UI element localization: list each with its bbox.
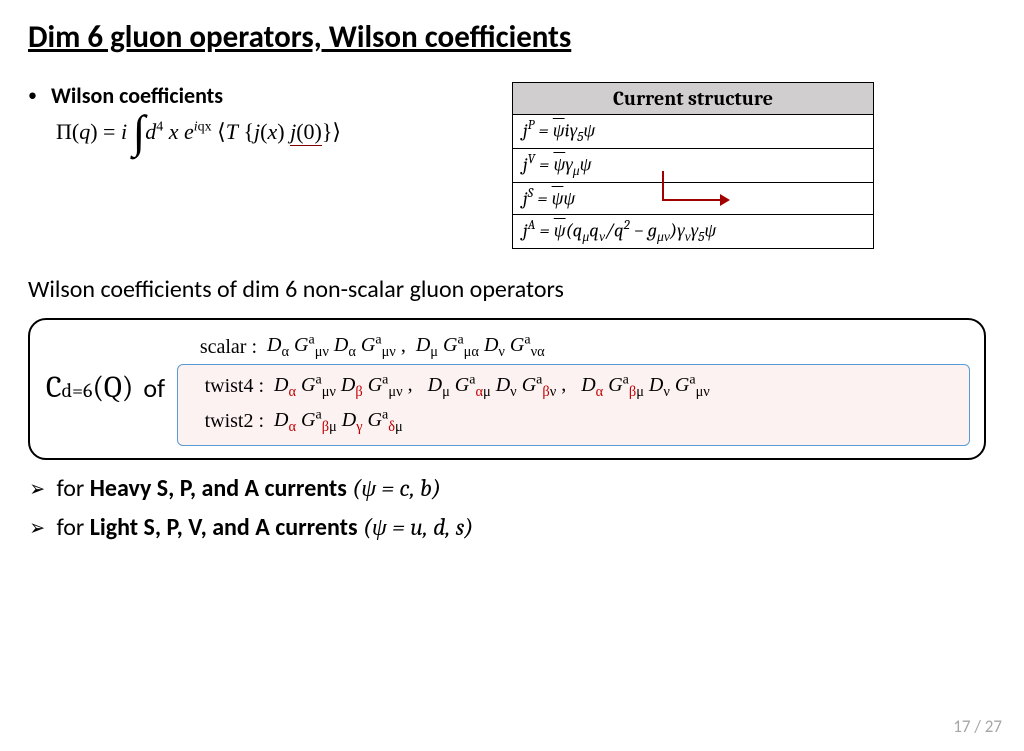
pointer-arrow-icon [662, 171, 732, 211]
scalar-ops-line: scalar : Dα Gaμν Dα Gaμν , Dμ Gaμα Dν Ga… [177, 330, 970, 365]
twist-ops-box: twist4 : Dα Gaμν Dβ Gaμν , Dμ Gaαμ Dν Ga… [177, 364, 970, 445]
chevron-right-icon: ➢ [29, 514, 45, 541]
coefficient-symbol: Cd=6(Q) [46, 370, 133, 405]
result-light: ➢ for Light S, P, V, and A currents (ψ =… [28, 513, 996, 542]
table-row: jA = ψ(qμqν/q2 − gμν)γνγ5ψ [513, 214, 874, 248]
twist4-ops-line: twist4 : Dα Gaμν Dβ Gaμν , Dμ Gaαμ Dν Ga… [184, 369, 963, 404]
bullet-icon: • [28, 84, 37, 106]
twist2-ops-line: twist2 : Dα Gaβμ Dγ Gaδμ [184, 404, 963, 439]
table-row: jP = ψiγ5ψ [513, 115, 874, 149]
chevron-right-icon: ➢ [29, 475, 45, 502]
slide-title: Dim 6 gluon operators, Wilson coefficien… [28, 18, 996, 56]
correlator-equation: Π(q) = i ∫d4 x eiqx ⟨T {j(x) j(0)}⟩ [56, 119, 484, 145]
current-structure-table: Current structure jP = ψiγ5ψjV = ψγμψjS … [512, 82, 874, 249]
table-header: Current structure [513, 83, 874, 115]
result-heavy: ➢ for Heavy S, P, and A currents (ψ = c,… [28, 474, 996, 503]
page-number: 17 / 27 [953, 716, 1002, 737]
sub-title: Wilson coefficients of dim 6 non-scalar … [28, 275, 996, 304]
operator-box: Cd=6(Q) of scalar : Dα Gaμν Dα Gaμν , Dμ… [28, 318, 986, 460]
section-label: Wilson coefficients [51, 82, 223, 109]
of-label: of [143, 372, 165, 404]
